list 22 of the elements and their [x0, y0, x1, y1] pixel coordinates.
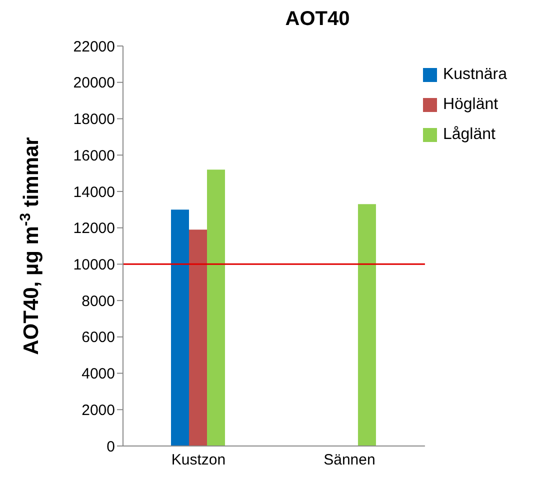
x-tick-label: Kustzon: [171, 452, 226, 469]
y-tick-label: 14000: [73, 184, 115, 201]
bar: [171, 210, 189, 446]
y-tick-label: 0: [106, 438, 115, 456]
y-tick-label: 20000: [73, 74, 115, 92]
y-tick-label: 8000: [82, 292, 115, 310]
y-tick-label: 2000: [82, 402, 115, 419]
bar: [358, 204, 376, 446]
bar: [189, 230, 207, 446]
y-tick-label: 12000: [73, 220, 115, 238]
y-tick-label: 10000: [73, 256, 115, 274]
x-tick-label: Sännen: [324, 452, 376, 469]
y-tick-label: 18000: [73, 111, 115, 128]
y-tick-label: 22000: [73, 38, 115, 56]
legend-label: Höglänt: [442, 96, 498, 113]
y-tick-label: 6000: [82, 329, 115, 346]
chart-title: AOT40: [284, 8, 351, 32]
bar: [207, 170, 225, 446]
y-tick-label: 4000: [82, 366, 115, 383]
legend-label: Låglänt: [442, 126, 496, 143]
y-tick-label: 16000: [73, 147, 115, 164]
legend-label: Kustnära: [442, 66, 507, 83]
